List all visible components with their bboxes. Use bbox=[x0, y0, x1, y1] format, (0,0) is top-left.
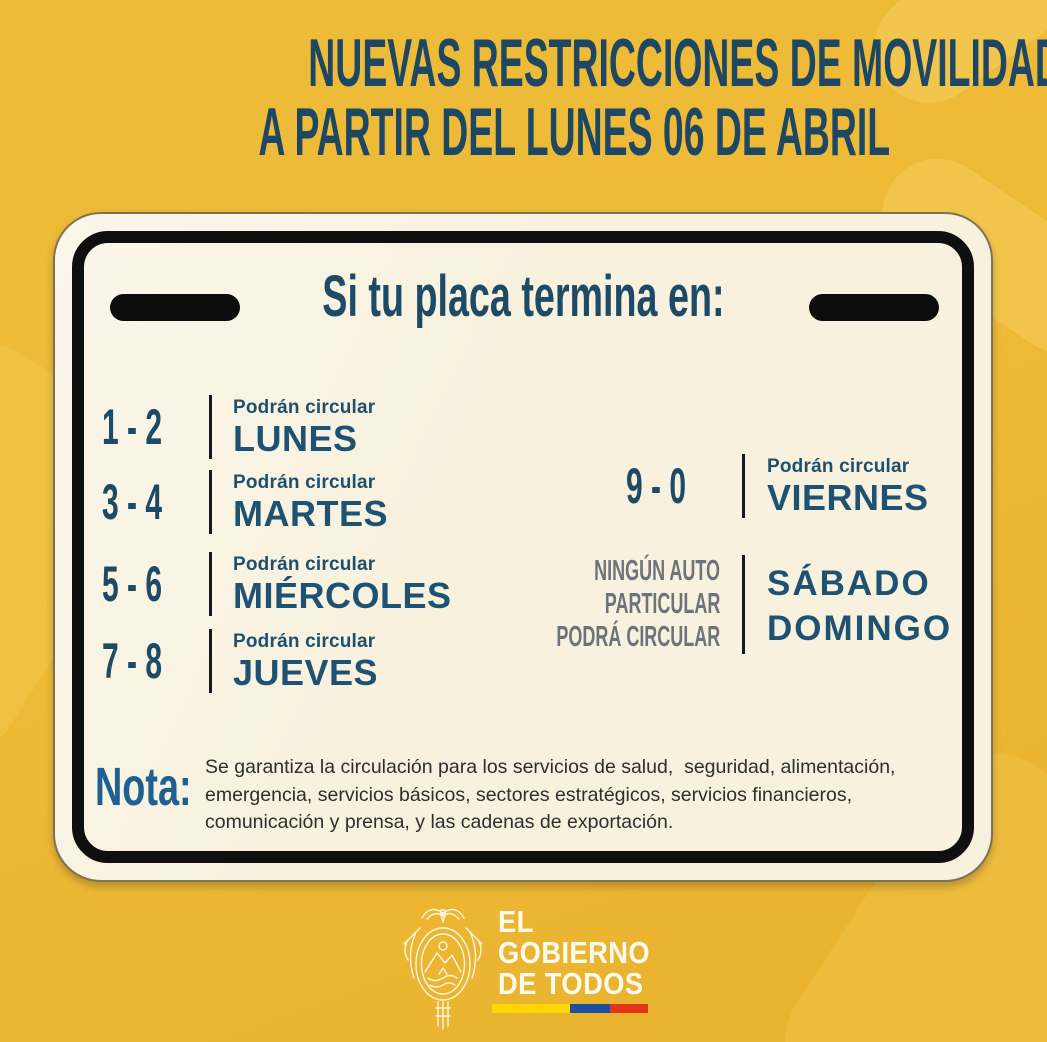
circulate-label: Podrán circular bbox=[233, 472, 376, 493]
day-name: LUNES bbox=[233, 418, 358, 459]
weekend-day-sabado: SÁBADO bbox=[767, 564, 931, 603]
poster-title-line2-text: A PARTIR DEL LUNES 06 DE ABRIL bbox=[258, 94, 891, 170]
circulate-label: Podrán circular bbox=[233, 631, 376, 652]
plate-endings: 3 - 4 bbox=[75, 474, 190, 530]
weekend-day-domingo: DOMINGO bbox=[767, 609, 953, 648]
gobierno-wordmark: EL GOBIERNO DE TODOS bbox=[498, 906, 671, 999]
flag-segment-yellow bbox=[492, 1004, 570, 1013]
poster-title-line1-text: NUEVAS RESTRICCIONES DE MOVILIDAD bbox=[308, 25, 1047, 101]
brand-line-de-todos: DE TODOS bbox=[498, 968, 671, 999]
plate-endings-text: 7 - 8 bbox=[102, 633, 163, 689]
note-label: Nota: bbox=[95, 760, 233, 814]
circulate-label: Podrán circular bbox=[233, 397, 376, 418]
plate-heading-text: Si tu placa termina en: bbox=[321, 264, 725, 329]
weekend-divider bbox=[742, 555, 745, 654]
brand-line-el: EL bbox=[498, 906, 671, 937]
license-plate-panel: Si tu placa termina en: 1 - 2 Podrán cir… bbox=[53, 212, 993, 882]
weekday-row-miercoles: 5 - 6 Podrán circular MIÉRCOLES bbox=[55, 552, 575, 618]
brand-line-de-todos-text: DE TODOS bbox=[498, 966, 644, 1001]
plate-sheen bbox=[55, 214, 991, 880]
day-name: JUEVES bbox=[233, 652, 379, 693]
weekend-restriction-line1: NINGÚN AUTO bbox=[594, 555, 720, 587]
weekend-restriction: NINGÚN AUTO PARTICULAR PODRÁ CIRCULAR bbox=[435, 555, 720, 654]
plate-endings: 5 - 6 bbox=[75, 556, 190, 612]
plate-screw-slot-right bbox=[809, 294, 939, 321]
ecuador-coat-of-arms-icon bbox=[394, 902, 492, 1039]
row-divider bbox=[209, 395, 212, 459]
flag-segment-red bbox=[610, 1004, 648, 1013]
row-divider bbox=[209, 470, 212, 534]
plate-endings-text: 1 - 2 bbox=[102, 399, 163, 455]
plate-heading: Si tu placa termina en: bbox=[55, 266, 991, 328]
note-label-text: Nota: bbox=[95, 757, 192, 817]
day-name: VIERNES bbox=[767, 477, 929, 518]
flag-segment-blue bbox=[570, 1004, 610, 1013]
row-divider bbox=[209, 552, 212, 616]
plate-endings: 1 - 2 bbox=[75, 399, 190, 455]
poster-title-line1: NUEVAS RESTRICCIONES DE MOVILIDAD bbox=[0, 28, 1047, 98]
weekday-row-jueves: 7 - 8 Podrán circular JUEVES bbox=[55, 629, 575, 695]
brand-line-gobierno-text: GOBIERNO bbox=[498, 935, 651, 970]
plate-screw-slot-left bbox=[110, 294, 240, 321]
day-name: MARTES bbox=[233, 493, 388, 534]
weekday-row-martes: 3 - 4 Podrán circular MARTES bbox=[55, 470, 575, 536]
weekday-row-lunes: 1 - 2 Podrán circular LUNES bbox=[55, 395, 575, 461]
weekday-row-viernes: 9 - 0 Podrán circular VIERNES bbox=[579, 454, 1047, 520]
brand-line-gobierno: GOBIERNO bbox=[498, 937, 671, 968]
brand-line-el-text: EL bbox=[498, 904, 534, 939]
weekend-days: SÁBADO DOMINGO bbox=[767, 561, 952, 651]
weekend-restriction-line3: PODRÁ CIRCULAR bbox=[556, 621, 720, 653]
plate-endings: 9 - 0 bbox=[599, 458, 714, 514]
plate-endings: 7 - 8 bbox=[75, 633, 190, 689]
weekend-restriction-line2: PARTICULAR bbox=[604, 588, 720, 620]
row-divider bbox=[742, 454, 745, 518]
plate-endings-text: 9 - 0 bbox=[626, 458, 687, 514]
plate-frame-border bbox=[72, 231, 974, 863]
note-text: Se garantiza la circulación para los ser… bbox=[205, 756, 901, 833]
day-name: MIÉRCOLES bbox=[233, 575, 452, 616]
circulate-label: Podrán circular bbox=[767, 456, 910, 477]
plate-endings-text: 5 - 6 bbox=[102, 556, 163, 612]
poster-title-line2: A PARTIR DEL LUNES 06 DE ABRIL bbox=[0, 97, 1047, 167]
row-divider bbox=[209, 629, 212, 693]
plate-endings-text: 3 - 4 bbox=[102, 474, 163, 530]
ecuador-flag-bar bbox=[492, 1004, 648, 1013]
circulate-label: Podrán circular bbox=[233, 554, 376, 575]
